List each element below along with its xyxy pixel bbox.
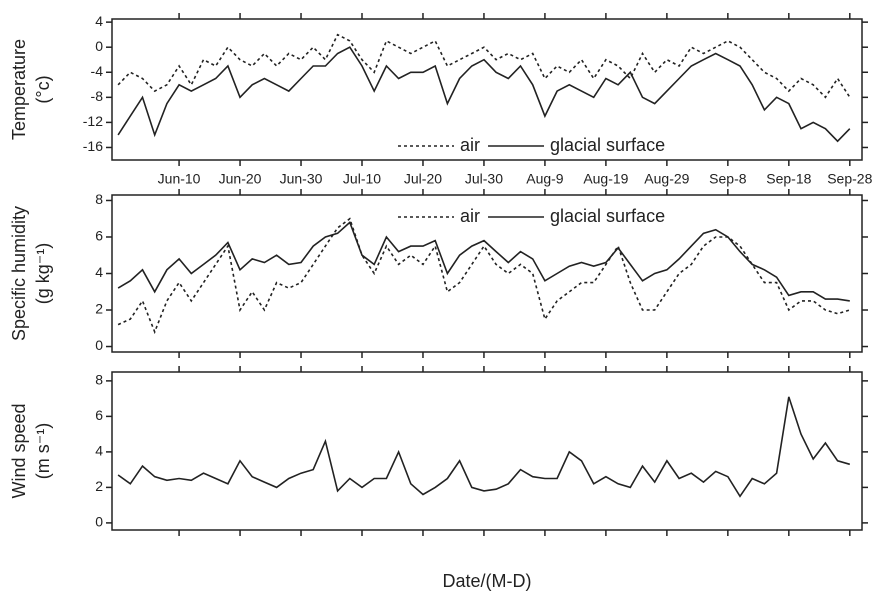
x-tick-label: Jul-30: [465, 171, 503, 187]
y-tick-label: -4: [91, 63, 104, 79]
data-line: [117, 217, 851, 335]
x-axis-label: Date/(M-D): [443, 571, 532, 591]
plot-frame: [111, 18, 863, 161]
y-axis-label: Wind speed: [9, 403, 29, 498]
y-tick-label: 4: [95, 13, 103, 29]
x-tick-label: Sep-28: [827, 171, 872, 187]
data-line: [117, 221, 850, 302]
y-tick-label: 6: [95, 407, 103, 423]
y-tick-label: 2: [95, 301, 103, 317]
y-axis-label: Temperature: [9, 39, 29, 140]
y-tick-label: -8: [91, 88, 104, 104]
y-axis-label: (m s⁻¹): [33, 423, 53, 479]
y-tick-label: 4: [95, 264, 103, 280]
legend-label: air: [460, 135, 480, 155]
x-tick-label: Jun-20: [219, 171, 262, 187]
legend-label: air: [460, 206, 480, 226]
y-tick-label: 0: [95, 514, 103, 530]
legend-label: glacial surface: [550, 135, 665, 155]
x-tick-label: Aug-19: [583, 171, 628, 187]
y-axis-label: (g kg⁻¹): [33, 243, 53, 305]
x-tick-label: Sep-8: [709, 171, 747, 187]
legend-label: glacial surface: [550, 206, 665, 226]
data-line: [117, 33, 851, 99]
x-tick-label: Jun-10: [158, 171, 201, 187]
y-tick-label: 6: [95, 228, 103, 244]
y-tick-label: 0: [95, 38, 103, 54]
y-tick-label: -12: [83, 113, 103, 129]
y-tick-label: 2: [95, 478, 103, 494]
data-line: [117, 46, 851, 143]
x-tick-label: Aug-9: [526, 171, 564, 187]
x-tick-label: Aug-29: [644, 171, 689, 187]
x-tick-label: Jul-10: [343, 171, 381, 187]
y-tick-label: 4: [95, 443, 103, 459]
y-axis-label: Specific humidity: [9, 206, 29, 341]
x-tick-label: Sep-18: [766, 171, 811, 187]
y-axis-label: (°c): [33, 75, 53, 103]
x-tick-label: Jul-20: [404, 171, 442, 187]
y-tick-label: 8: [95, 372, 103, 388]
plot-frame: [111, 194, 863, 353]
data-line: [117, 396, 851, 498]
y-tick-label: 0: [95, 337, 103, 353]
y-tick-label: -16: [83, 138, 103, 154]
y-tick-label: 8: [95, 191, 103, 207]
x-tick-label: Jun-30: [280, 171, 323, 187]
plot-frame: [111, 371, 863, 531]
